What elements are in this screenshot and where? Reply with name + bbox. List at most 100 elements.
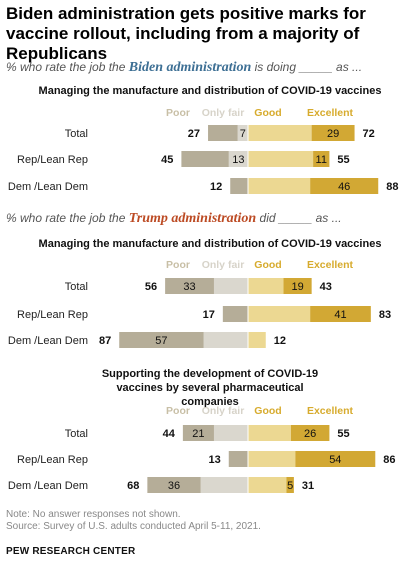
bar-only-fair <box>200 477 248 493</box>
value-label-only-fair: 7 <box>240 128 246 140</box>
subtitle-trump-emph: Trump administration <box>128 211 257 226</box>
bar-excellent <box>290 425 330 441</box>
value-label-poor: 57 <box>155 335 167 347</box>
legend-only-fair: Only fair <box>202 405 245 417</box>
bar-excellent <box>311 125 355 141</box>
legend-excellent: Excellent <box>307 405 354 417</box>
bar-good <box>248 425 291 441</box>
net-positive-label: 86 <box>383 454 395 466</box>
value-label-excellent: 5 <box>287 480 293 492</box>
panel-title-2: Managing the manufacture and distributio… <box>38 238 382 250</box>
legend-good: Good <box>254 259 281 271</box>
bar-excellent <box>283 278 312 294</box>
category-label: Total <box>65 128 88 140</box>
legend-good: Good <box>254 405 281 417</box>
bar-good <box>248 306 311 322</box>
legend-only-fair: Only fair <box>202 107 245 119</box>
net-positive-label: 55 <box>337 428 349 440</box>
bar-only-fair <box>213 425 248 441</box>
panel-title-1: Managing the manufacture and distributio… <box>38 85 382 97</box>
legend-excellent: Excellent <box>307 107 354 119</box>
value-label-only-fair: 13 <box>232 154 244 166</box>
bar-poor <box>181 151 229 167</box>
chart-title: Biden administration gets positive marks… <box>6 4 366 63</box>
value-label-poor: 36 <box>168 480 180 492</box>
net-positive-label: 43 <box>320 281 332 293</box>
bar-excellent <box>310 306 371 322</box>
value-label-excellent: 46 <box>338 181 350 193</box>
notes-block: Note: No answer responses not shown. Sou… <box>6 509 261 533</box>
bar-good <box>248 125 312 141</box>
subtitle-biden: % who rate the job the Biden administrat… <box>6 60 362 76</box>
value-label-excellent: 54 <box>329 454 341 466</box>
net-positive-label: 72 <box>363 128 375 140</box>
subtitle-trump-pre: % who rate the job the <box>6 211 129 225</box>
category-label: Total <box>65 428 88 440</box>
bar-poor <box>230 178 248 194</box>
legend-good: Good <box>254 107 281 119</box>
net-positive-label: 88 <box>386 181 398 193</box>
bar-good <box>248 151 314 167</box>
net-negative-label: 13 <box>209 454 221 466</box>
bar-excellent <box>310 178 379 194</box>
value-label-excellent: 19 <box>291 281 303 293</box>
category-label: Dem /Lean Dem <box>8 480 88 492</box>
category-label: Rep/Lean Rep <box>17 309 88 321</box>
bar-poor <box>182 425 214 441</box>
legend-excellent: Excellent <box>307 259 354 271</box>
bar-poor <box>208 125 238 141</box>
value-label-poor: 21 <box>192 428 204 440</box>
bar-only-fair <box>237 125 248 141</box>
value-label-excellent: 11 <box>316 154 327 166</box>
bar-only-fair <box>203 332 248 348</box>
net-negative-label: 56 <box>145 281 157 293</box>
bar-excellent <box>313 151 330 167</box>
value-label-excellent: 41 <box>334 309 346 321</box>
bar-poor <box>147 477 201 493</box>
net-negative-label: 17 <box>203 309 215 321</box>
net-negative-label: 44 <box>163 428 176 440</box>
bar-poor <box>222 306 248 322</box>
source-text: Source: Survey of U.S. adults conducted … <box>6 521 261 532</box>
category-label: Rep/Lean Rep <box>17 154 88 166</box>
value-label-excellent: 29 <box>327 128 339 140</box>
category-label: Total <box>65 281 88 293</box>
bar-good <box>248 451 296 467</box>
bar-good <box>248 278 284 294</box>
category-label: Rep/Lean Rep <box>17 454 88 466</box>
bar-excellent <box>295 451 376 467</box>
subtitle-trump-post: did _____ as ... <box>256 211 342 225</box>
net-negative-label: 68 <box>127 480 139 492</box>
bar-good <box>248 477 287 493</box>
legend-poor: Poor <box>166 405 190 417</box>
value-label-poor: 33 <box>183 281 195 293</box>
bar-good <box>248 178 311 194</box>
net-positive-label: 31 <box>302 480 314 492</box>
bar-only-fair <box>213 278 248 294</box>
bar-poor <box>165 278 214 294</box>
bar-poor <box>119 332 204 348</box>
subtitle-biden-post: is doing _____ as ... <box>251 60 363 74</box>
net-negative-label: 87 <box>99 335 111 347</box>
note-text: Note: No answer responses not shown. <box>6 509 181 520</box>
bar-excellent <box>286 477 294 493</box>
bar-only-fair <box>228 151 248 167</box>
subtitle-trump: % who rate the job the Trump administrat… <box>6 211 342 227</box>
net-positive-label: 55 <box>337 154 349 166</box>
bar-good <box>248 332 266 348</box>
org-label: PEW RESEARCH CENTER <box>6 546 136 557</box>
legend-poor: Poor <box>166 259 190 271</box>
net-positive-label: 83 <box>379 309 391 321</box>
subtitle-biden-pre: % who rate the job the <box>6 60 129 74</box>
net-negative-label: 12 <box>210 181 222 193</box>
category-label: Dem /Lean Dem <box>8 181 88 193</box>
category-label: Dem /Lean Dem <box>8 335 88 347</box>
subtitle-biden-emph: Biden administration <box>128 60 252 75</box>
bar-poor <box>228 451 248 467</box>
net-positive-label: 12 <box>274 335 286 347</box>
net-negative-label: 27 <box>188 128 200 140</box>
value-label-excellent: 26 <box>304 428 316 440</box>
legend-only-fair: Only fair <box>202 259 245 271</box>
